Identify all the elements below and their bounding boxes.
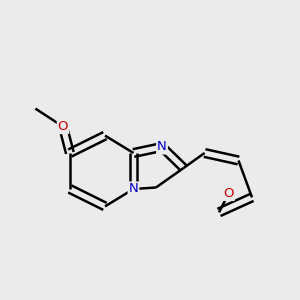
Text: N: N (157, 140, 167, 154)
Text: N: N (129, 182, 138, 196)
Text: O: O (58, 120, 68, 133)
Text: O: O (223, 187, 234, 200)
